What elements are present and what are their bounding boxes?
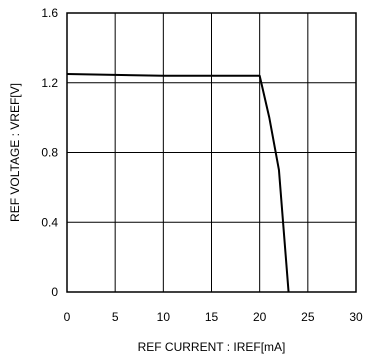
grid xyxy=(67,13,356,292)
y-tick-label: 0.4 xyxy=(41,215,58,229)
x-tick-label: 30 xyxy=(349,310,363,324)
y-tick-label: 1.6 xyxy=(41,6,58,20)
x-tick-label: 0 xyxy=(64,310,71,324)
x-tick-label: 5 xyxy=(112,310,119,324)
x-axis-label: REF CURRENT : IREF[mA] xyxy=(138,340,286,354)
y-tick-label: 0.8 xyxy=(41,146,58,160)
x-tick-label: 10 xyxy=(157,310,171,324)
plot-series xyxy=(66,73,290,293)
y-axis-ticks: 0 0.4 0.8 1.2 1.6 xyxy=(41,6,58,299)
x-tick-label: 15 xyxy=(205,310,219,324)
series-line xyxy=(66,73,290,293)
x-axis-ticks: 0 5 10 15 20 25 30 xyxy=(64,310,363,324)
y-axis-label: REF VOLTAGE : VREF[V] xyxy=(8,83,22,222)
plot-frame xyxy=(66,12,357,293)
y-tick-label: 1.2 xyxy=(41,76,58,90)
y-tick-label: 0 xyxy=(51,285,58,299)
x-tick-label: 25 xyxy=(301,310,315,324)
x-tick-label: 20 xyxy=(253,310,267,324)
